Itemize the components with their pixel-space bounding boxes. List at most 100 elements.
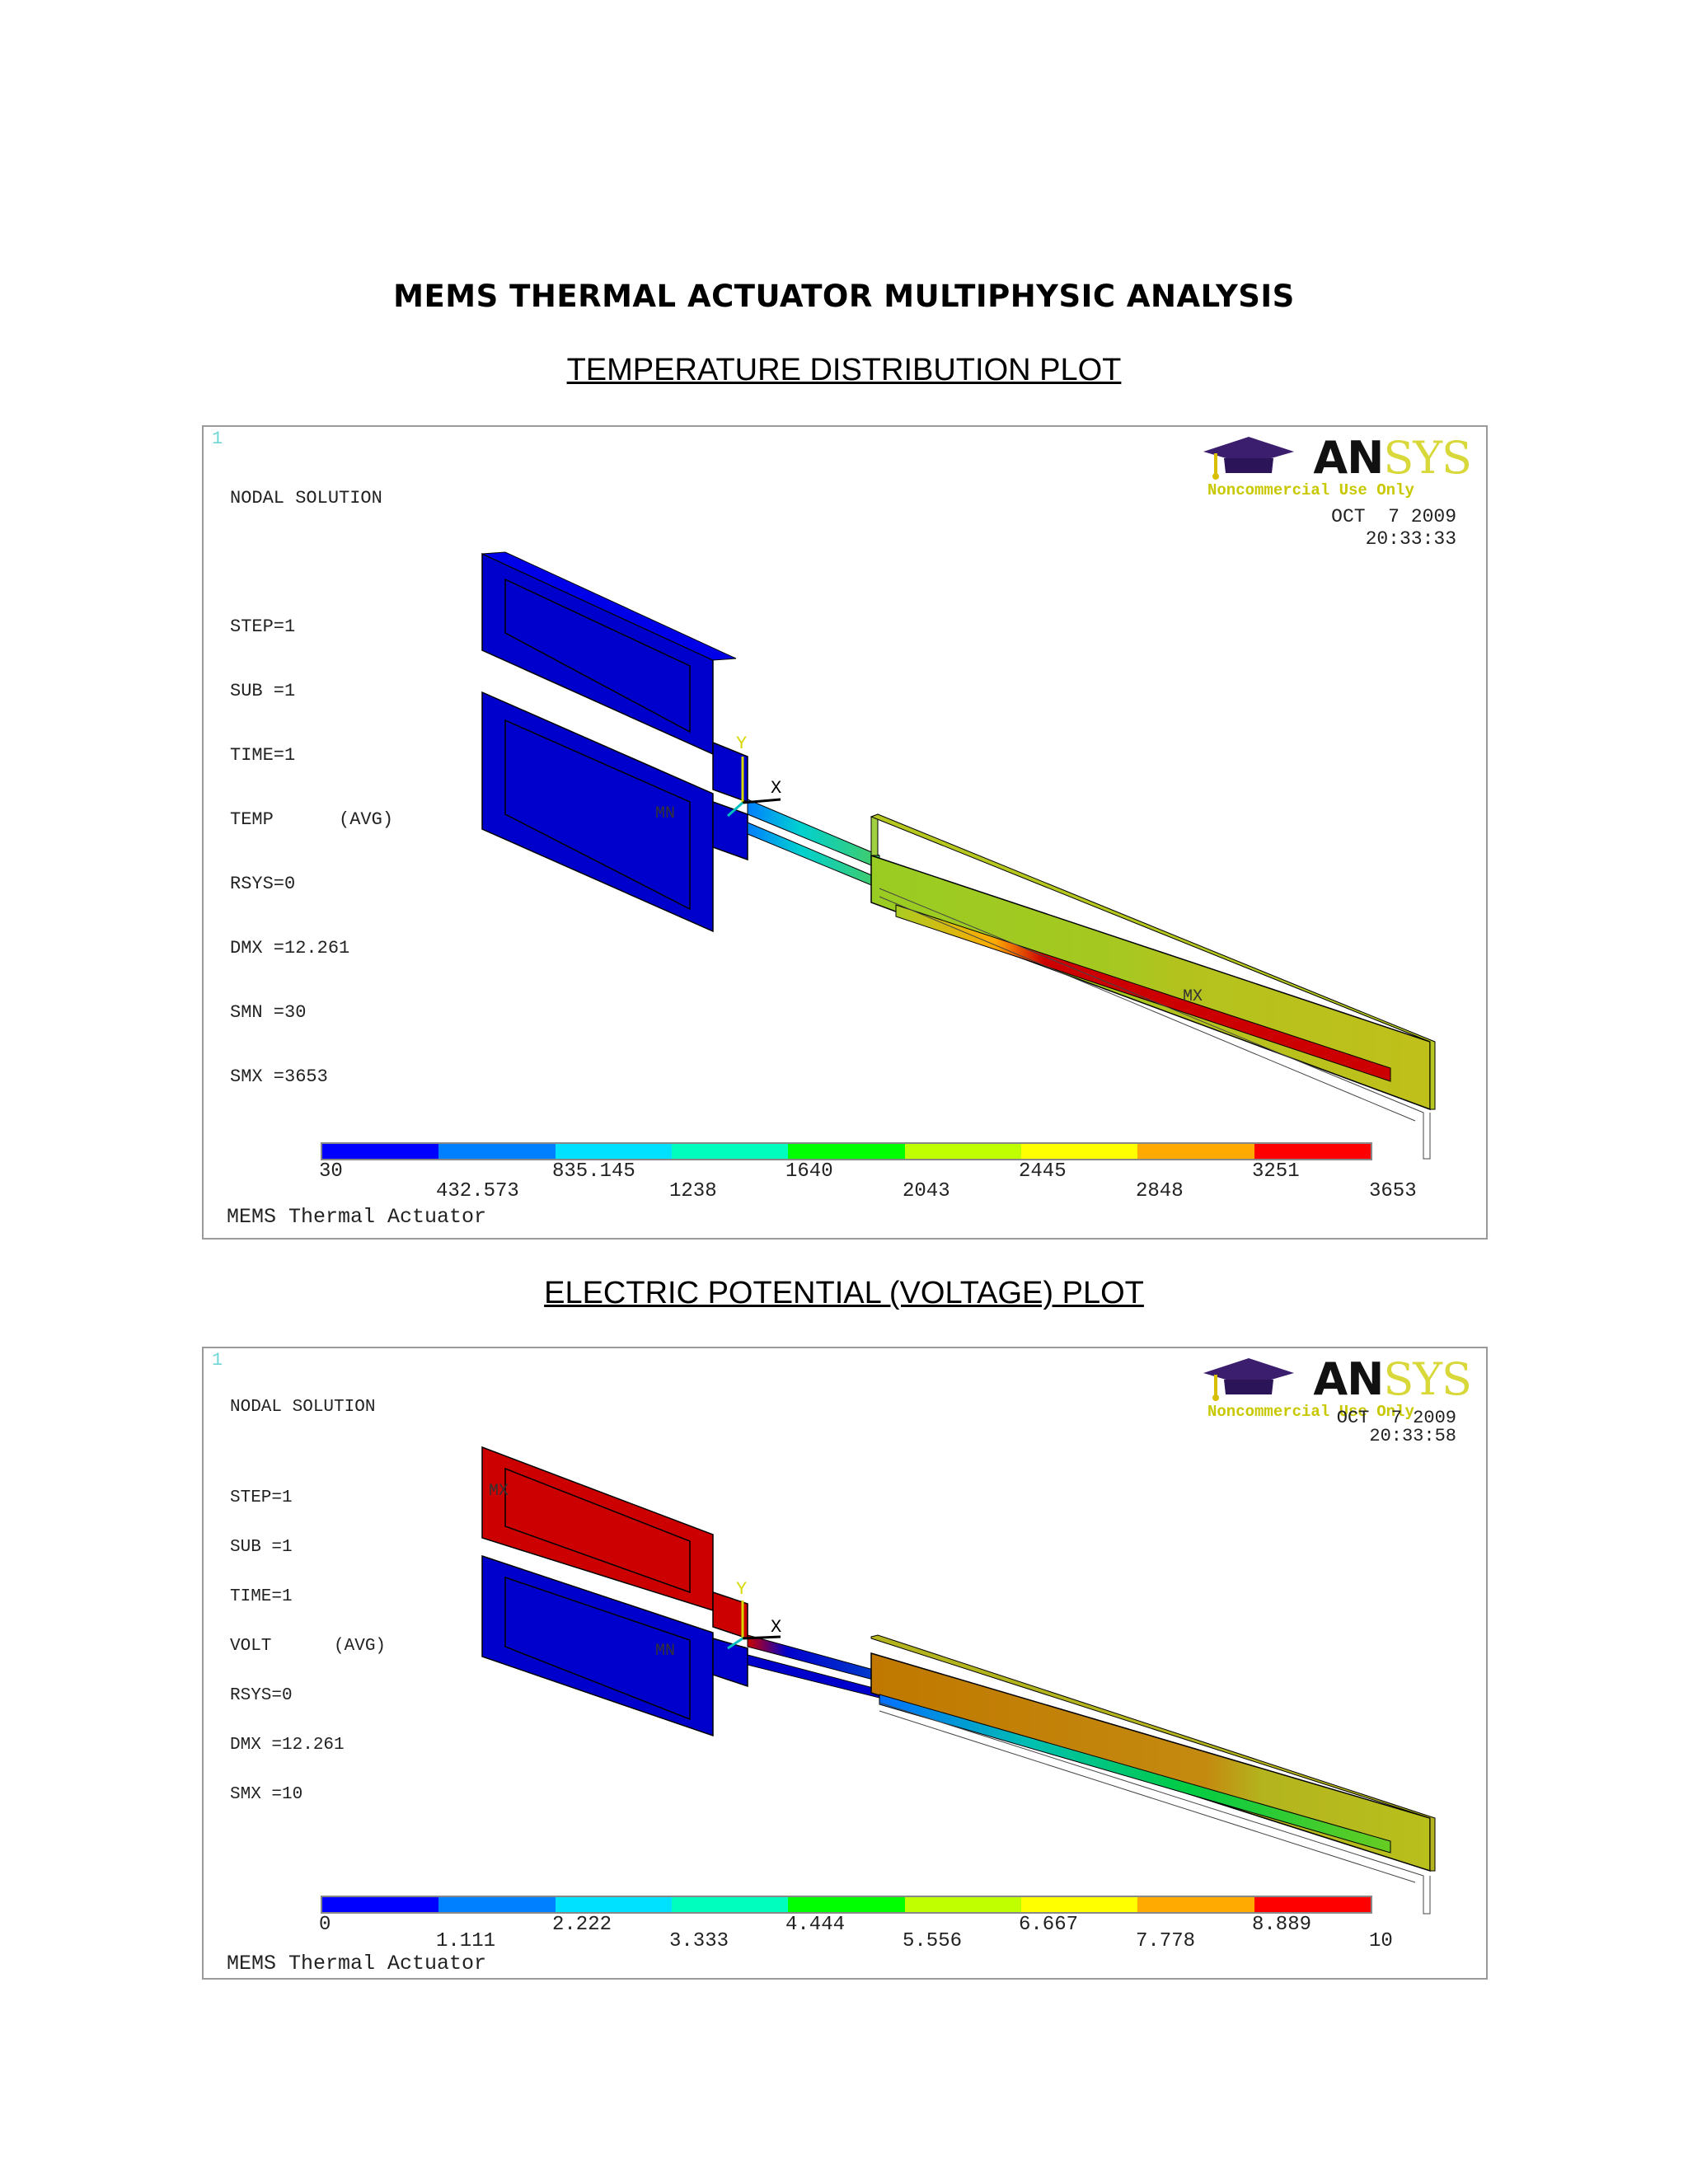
ansys-logo: ANSYS Noncommercial Use Only (1199, 1353, 1472, 1421)
voltage-plot-window: 1 NODAL SOLUTION STEP=1 SUB =1 TIME=1 VO… (202, 1347, 1488, 1980)
voltage-plot-heading: ELECTRIC POTENTIAL (VOLTAGE) PLOT (544, 1276, 1144, 1310)
info-line: SMX =10 (230, 1785, 303, 1804)
temperature-plot-window: 1 NODAL SOLUTION STEP=1 SUB =1 TIME=1 TE… (202, 425, 1488, 1240)
document-title: MEMS THERMAL ACTUATOR MULTIPHYSIC ANALYS… (393, 279, 1295, 314)
colorbar-segment (1254, 1897, 1371, 1912)
cold-arm-top (870, 1634, 1436, 1872)
legend-tick: 2848 (1136, 1180, 1184, 1202)
legend-tick: 4.444 (785, 1914, 846, 1936)
info-line: RSYS=0 (230, 1686, 293, 1705)
colorbar-segment (1020, 1897, 1138, 1912)
colorbar-segment (788, 1144, 905, 1159)
info-line: NODAL SOLUTION (230, 488, 382, 509)
colorbar-segment (438, 1144, 556, 1159)
info-line: STEP=1 (230, 1488, 293, 1507)
lower-pad-face (481, 1554, 714, 1737)
noncommercial-label: Noncommercial Use Only (1207, 1403, 1414, 1421)
time: 20:33:33 (1365, 528, 1456, 550)
temperature-colorbar (321, 1142, 1372, 1160)
info-line (230, 552, 393, 574)
model-caption: MEMS Thermal Actuator (227, 1205, 487, 1229)
undeformed-outline (879, 888, 1431, 1160)
cold-arm-beam (870, 854, 1431, 1111)
voltage-colorbar (321, 1896, 1372, 1914)
axis-z-line (727, 1637, 743, 1650)
axis-x-line (742, 1635, 781, 1640)
model-caption: MEMS Thermal Actuator (227, 1952, 487, 1975)
colorbar-segment (671, 1897, 789, 1912)
temperature-plot-heading: TEMPERATURE DISTRIBUTION PLOT (566, 353, 1122, 387)
info-line: DMX =12.261 (230, 938, 350, 958)
legend-tick: 2.222 (552, 1914, 612, 1936)
ansys-wordmark: ANSYS (1313, 432, 1472, 484)
colorbar-segment (555, 1144, 672, 1159)
info-line: DMX =12.261 (230, 1736, 345, 1755)
legend-tick: 30 (319, 1160, 343, 1183)
ansys-wordmark: ANSYS (1313, 1353, 1472, 1405)
info-line: SUB =1 (230, 1538, 293, 1557)
timestamp: OCT 7 2009 20:33:58 (1337, 1409, 1456, 1446)
legend-tick: 10 (1369, 1930, 1393, 1952)
legend-tick: 2043 (903, 1180, 950, 1202)
graduation-cap-icon (1203, 437, 1294, 480)
upper-pad-inset (504, 578, 691, 733)
legend-tick: 1640 (785, 1160, 833, 1183)
colorbar-segment (438, 1897, 556, 1912)
info-line: VOLT (AVG) (230, 1637, 387, 1656)
colorbar-segment (1137, 1897, 1254, 1912)
legend-tick: 835.145 (552, 1160, 635, 1183)
legend-tick: 3653 (1369, 1180, 1417, 1202)
min-marker: MN (655, 1642, 676, 1661)
cold-arm-end (870, 813, 879, 856)
info-line: SMX =3653 (230, 1066, 328, 1087)
legend-tick: 432.573 (436, 1180, 519, 1202)
legend-tick: 6.667 (1019, 1914, 1079, 1936)
lower-pad-face (481, 691, 714, 933)
nodal-solution-info: NODAL SOLUTION STEP=1 SUB =1 TIME=1 VOLT… (230, 1366, 386, 1836)
colorbar-segment (904, 1144, 1021, 1159)
potential-strip (879, 1694, 1391, 1854)
cold-arm-top (870, 813, 1436, 1110)
ansys-logo: ANSYS Noncommercial Use Only (1199, 432, 1472, 499)
axis-x-line (742, 798, 781, 804)
undeformed-outline-inner (879, 1710, 1416, 1883)
info-line: TIME=1 (230, 1587, 293, 1606)
info-line: NODAL SOLUTION (230, 1398, 376, 1417)
window-number: 1 (212, 1350, 223, 1371)
legend-tick: 1.111 (436, 1930, 496, 1952)
window-number: 1 (212, 429, 223, 449)
temperature-model-render (481, 551, 1436, 1160)
nodal-solution-info: NODAL SOLUTION STEP=1 SUB =1 TIME=1 TEMP… (230, 445, 393, 1131)
legend-tick: 7.778 (1136, 1930, 1196, 1952)
time: 20:33:58 (1369, 1426, 1456, 1446)
colorbar-segment (1020, 1144, 1138, 1159)
max-marker: MX (1183, 987, 1203, 1006)
legend-tick: 2445 (1019, 1160, 1067, 1183)
info-line: SUB =1 (230, 681, 296, 701)
info-line: TEMP (AVG) (230, 809, 394, 830)
upper-pad-edge (481, 551, 737, 661)
date: OCT 7 2009 (1331, 506, 1456, 527)
info-line: TIME=1 (230, 745, 296, 766)
max-marker: MX (489, 1482, 509, 1501)
axis-y-label: Y (736, 1579, 748, 1600)
colorbar-segment (671, 1144, 789, 1159)
legend-tick: 8.889 (1252, 1914, 1312, 1936)
voltage-model-render (481, 1446, 1436, 1915)
colorbar-segment (904, 1897, 1021, 1912)
legend-tick: 0 (319, 1914, 331, 1936)
legend-tick: 3.333 (669, 1930, 729, 1952)
date: OCT 7 2009 (1336, 1408, 1456, 1428)
info-line: RSYS=0 (230, 874, 296, 894)
graduation-cap-icon (1203, 1358, 1294, 1401)
colorbar-segment (322, 1897, 439, 1912)
axis-z-line (727, 801, 743, 818)
upper-pad-inset (504, 1467, 691, 1594)
legend-tick: 5.556 (903, 1930, 963, 1952)
colorbar-segment (788, 1897, 905, 1912)
info-line (230, 1449, 386, 1457)
min-marker: MN (655, 804, 676, 823)
undeformed-outline (879, 1702, 1431, 1915)
axis-x-label: X (771, 778, 782, 799)
colorbar-segment (1254, 1144, 1371, 1159)
